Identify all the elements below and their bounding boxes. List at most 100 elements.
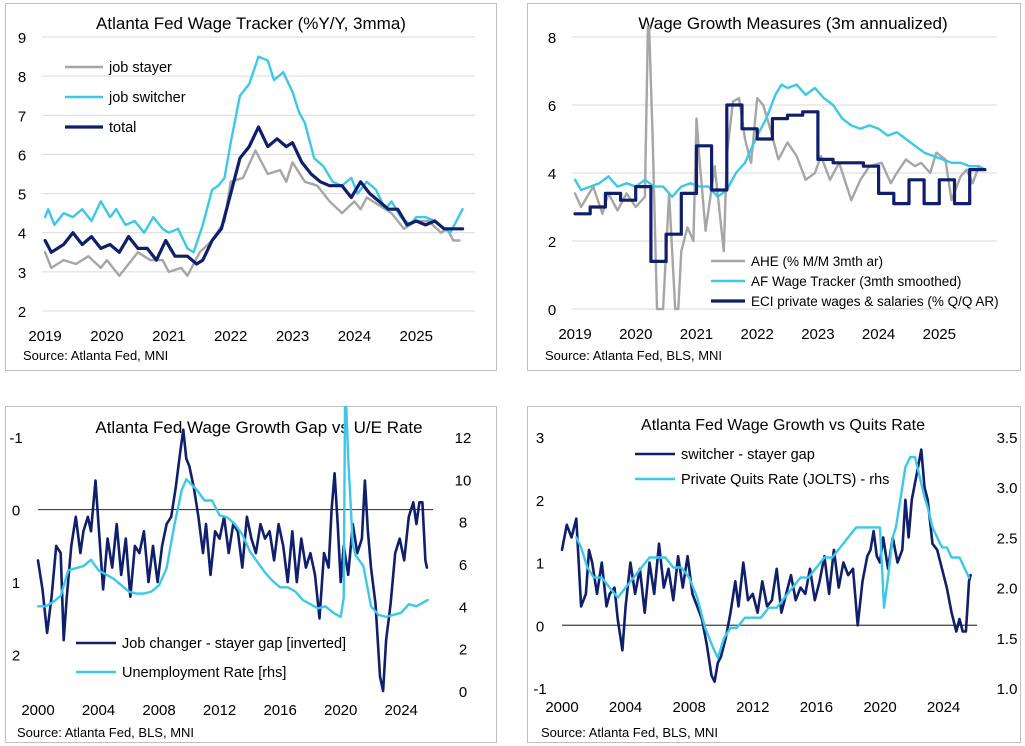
x-tick-label: 2022: [740, 326, 773, 343]
y-tick-label-right: 2: [459, 642, 467, 659]
x-tick-label: 2012: [736, 699, 769, 716]
x-tick-label: 2020: [619, 326, 652, 343]
series-line: [573, 83, 987, 198]
x-tick-label: 2020: [863, 699, 896, 716]
plot-area: 0 2 4 6 8 2019 2020 2021 2022 2023 2024 2025 AHE (% …: [548, 25, 999, 343]
x-tick-label: 2024: [927, 699, 960, 716]
x-tick-label: 2024: [385, 702, 418, 719]
y-tick-label: 4: [18, 226, 26, 243]
panel-frame: [527, 406, 1021, 743]
y-tick-label-right: 1.0: [997, 681, 1018, 698]
y-tick-label: 6: [548, 98, 556, 115]
y-tick-label-right: 12: [455, 430, 472, 447]
y-tick-label-left: 0: [12, 503, 20, 520]
x-tick-label: 2021: [680, 326, 713, 343]
panel-frame: [527, 3, 1021, 371]
chart-panel-gap-vs-unemployment: Atlanta Fed Wage Growth Gap vs U/E Rate …: [5, 406, 497, 743]
x-tick-label: 2024: [862, 326, 895, 343]
x-tick-label: 2023: [276, 328, 309, 345]
legend-label: switcher - stayer gap: [681, 447, 815, 463]
chart-title: Wage Growth Measures (3m annualized): [638, 14, 947, 33]
y-tick-label: 2: [548, 234, 556, 251]
x-tick-label: 2024: [338, 328, 371, 345]
y-tick-label-right: 2.0: [997, 581, 1018, 598]
y-tick-label-right: 8: [459, 515, 467, 532]
x-tick-label: 2000: [545, 699, 578, 716]
x-tick-label: 2016: [263, 702, 296, 719]
series-line: [573, 103, 987, 263]
y-tick-label-right: 4: [459, 599, 467, 616]
y-tick-label: 3: [18, 265, 26, 282]
x-tick-label: 2008: [673, 699, 706, 716]
y-tick-label: 9: [18, 30, 26, 47]
panel-frame: [5, 3, 497, 371]
series-line: [36, 428, 429, 693]
x-tick-label: 2020: [324, 702, 357, 719]
x-tick-label: 2019: [28, 328, 61, 345]
y-tick-label: 8: [548, 30, 556, 47]
y-tick-label: 8: [18, 69, 26, 86]
chart-panel-wage-tracker: Atlanta Fed Wage Tracker (%Y/Y, 3mma) So…: [5, 3, 497, 371]
y-tick-label-right: 3.5: [997, 430, 1018, 447]
chart-source: Source: Atlanta Fed, BLS, MNI: [17, 725, 194, 740]
legend-label: Private Quits Rate (JOLTS) - rhs: [681, 472, 889, 488]
x-tick-label: 2022: [214, 328, 247, 345]
chart-panel-gap-vs-quits: Atlanta Fed Wage Growth vs Quits Rate So…: [527, 406, 1021, 743]
y-tick-label-right: 2.5: [997, 530, 1018, 547]
legend-label: AHE (% M/M 3mth ar): [751, 254, 883, 269]
plot-area: 2 3 4 5 6 7 8 9 2019 2020 2021 2022 2023 2024 2025 job …: [18, 30, 475, 345]
panel-frame: [5, 406, 497, 743]
y-tick-label-right: 1.5: [997, 631, 1018, 648]
legend-label: Job changer - stayer gap [inverted]: [122, 636, 346, 652]
y-tick-label-left: -1: [533, 681, 546, 698]
x-tick-label: 2000: [21, 702, 54, 719]
y-tick-label-left: 2: [12, 648, 20, 665]
chart-title: Atlanta Fed Wage Tracker (%Y/Y, 3mma): [96, 14, 406, 33]
y-tick-label: 0: [548, 302, 556, 319]
x-tick-label: 2025: [400, 328, 433, 345]
series-line: [560, 448, 972, 683]
x-tick-label: 2008: [142, 702, 175, 719]
series-line: [573, 25, 987, 311]
y-tick-label-left: 3: [536, 430, 544, 447]
y-tick-label: 4: [548, 166, 556, 183]
legend-label: job stayer: [108, 60, 172, 76]
x-tick-label: 2025: [923, 326, 956, 343]
chart-source: Source: Atlanta Fed, MNI: [23, 348, 168, 363]
legend-label: job switcher: [108, 90, 186, 106]
y-tick-label-left: 2: [536, 493, 544, 510]
chart-source: Source: Atlanta Fed, BLS, MNI: [545, 348, 722, 363]
series-line: [43, 149, 461, 277]
y-tick-label-left: 1: [12, 575, 20, 592]
legend-label: ECI private wages & salaries (% Q/Q AR): [751, 294, 999, 309]
series-line: [36, 406, 429, 619]
y-tick-label-right: 0: [459, 684, 467, 701]
legend-label: Unemployment Rate [rhs]: [122, 665, 286, 681]
x-tick-label: 2012: [203, 702, 236, 719]
chart-title: Atlanta Fed Wage Growth Gap vs U/E Rate: [95, 418, 422, 437]
chart-panel-wage-growth-measures: Wage Growth Measures (3m annualized) Sou…: [527, 3, 1021, 371]
plot-area: -1 0 1 2 3 1.0 1.5 2.0 2.5 3.0 3.5 2000 2004 2008 2012…: [533, 430, 1017, 716]
series-line: [575, 455, 971, 660]
x-tick-label: 2023: [801, 326, 834, 343]
legend-label: total: [109, 120, 136, 136]
y-tick-label-left: 0: [536, 618, 544, 635]
x-tick-label: 2020: [90, 328, 123, 345]
y-tick-label-left: -1: [9, 430, 22, 447]
y-tick-label: 7: [18, 108, 26, 125]
y-tick-label-right: 10: [455, 472, 472, 489]
x-tick-label: 2019: [558, 326, 591, 343]
x-tick-label: 2004: [82, 702, 115, 719]
y-tick-label: 6: [18, 147, 26, 164]
legend-label: AF Wage Tracker (3mth smoothed): [751, 274, 961, 289]
chart-title: Atlanta Fed Wage Growth vs Quits Rate: [641, 417, 925, 434]
y-tick-label: 2: [18, 304, 26, 321]
chart-source: Source: Atlanta Fed, BLS, MNI: [541, 725, 718, 740]
x-tick-label: 2004: [609, 699, 642, 716]
y-tick-label-left: 1: [536, 556, 544, 573]
y-tick-label-right: 6: [459, 557, 467, 574]
x-tick-label: 2016: [800, 699, 833, 716]
y-tick-label: 5: [18, 187, 26, 204]
series-line: [43, 125, 465, 266]
x-tick-label: 2021: [152, 328, 185, 345]
